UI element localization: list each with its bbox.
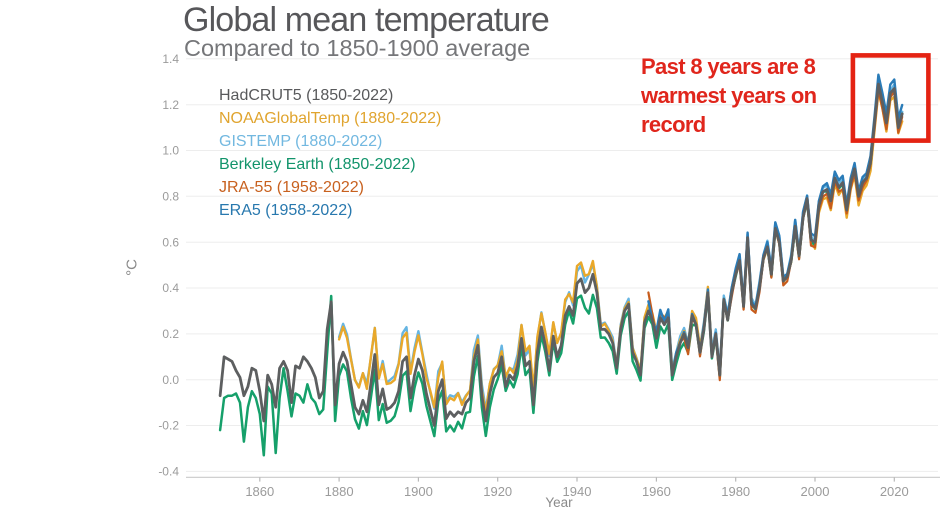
svg-text:1.0: 1.0 xyxy=(162,144,179,158)
svg-text:1960: 1960 xyxy=(642,484,671,499)
svg-text:1880: 1880 xyxy=(325,484,354,499)
svg-text:2000: 2000 xyxy=(801,484,830,499)
svg-text:0.6: 0.6 xyxy=(162,235,179,249)
svg-text:1860: 1860 xyxy=(245,484,274,499)
svg-text:1.2: 1.2 xyxy=(162,98,179,112)
svg-text:Year: Year xyxy=(545,495,573,510)
svg-text:1940: 1940 xyxy=(563,484,592,499)
svg-text:-0.4: -0.4 xyxy=(158,465,179,479)
svg-text:0.8: 0.8 xyxy=(162,190,179,204)
svg-text:0.2: 0.2 xyxy=(162,327,179,341)
svg-text:1900: 1900 xyxy=(404,484,433,499)
svg-text:°C: °C xyxy=(124,259,141,276)
svg-text:0.4: 0.4 xyxy=(162,281,179,295)
svg-text:1980: 1980 xyxy=(721,484,750,499)
svg-text:1.4: 1.4 xyxy=(162,52,179,66)
svg-text:-0.2: -0.2 xyxy=(158,419,179,433)
svg-text:0.0: 0.0 xyxy=(162,373,179,387)
svg-text:2020: 2020 xyxy=(880,484,909,499)
svg-text:1920: 1920 xyxy=(483,484,512,499)
